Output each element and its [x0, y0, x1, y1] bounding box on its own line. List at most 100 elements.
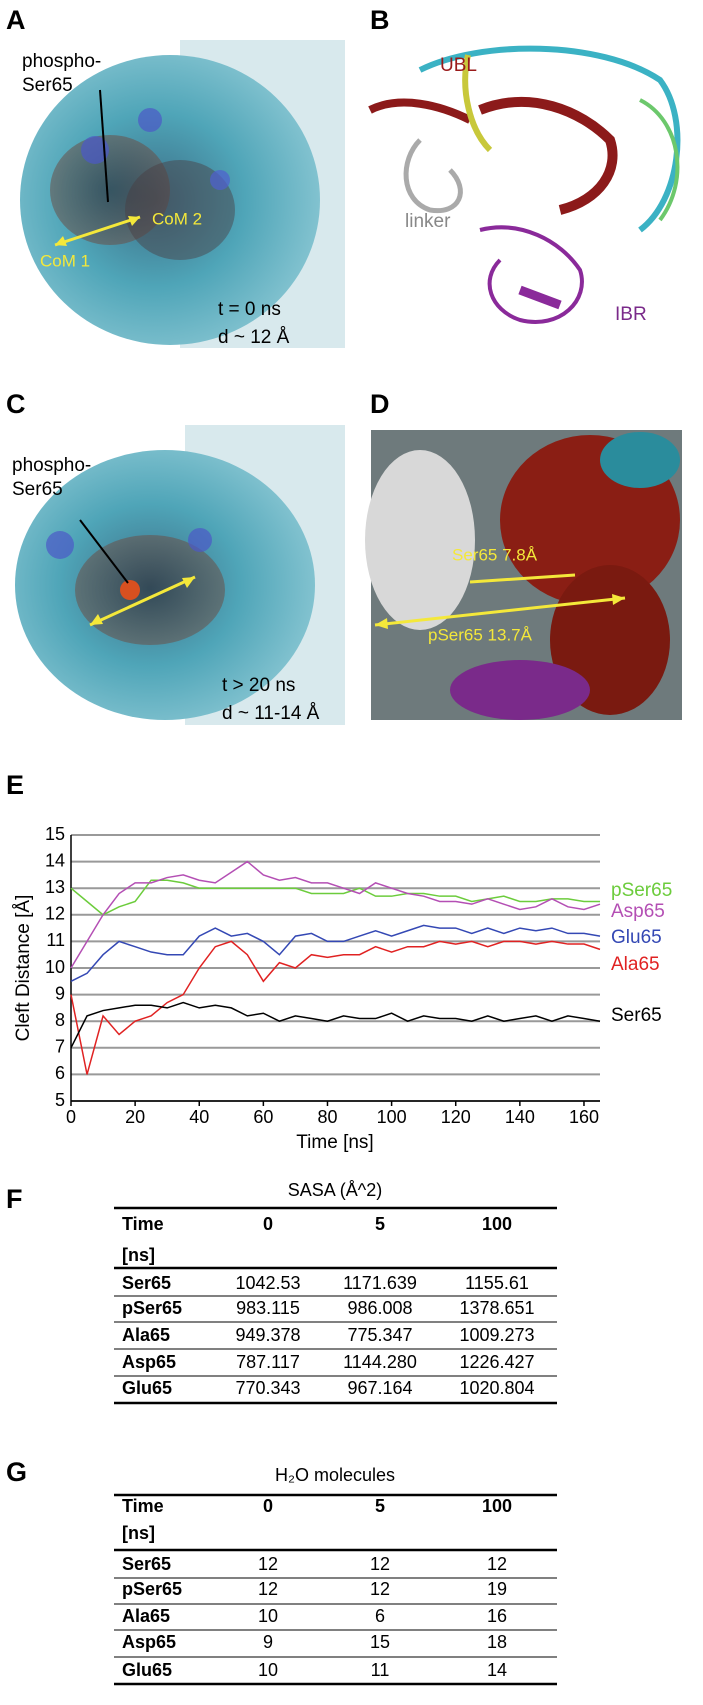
panel-label: A: [6, 5, 26, 35]
x-tick-label: 160: [569, 1107, 599, 1127]
legend-label: pSer65: [611, 880, 672, 901]
table-cell: 9: [263, 1632, 273, 1652]
table-header: 100: [482, 1214, 512, 1234]
annotation: Ser65: [22, 75, 73, 96]
table-header: [ns]: [122, 1245, 155, 1265]
table-cell: 770.343: [235, 1378, 300, 1398]
annotation: IBR: [615, 304, 647, 325]
panel-label: E: [6, 770, 24, 800]
row-label: Ala65: [122, 1606, 170, 1626]
x-tick-label: 120: [441, 1107, 471, 1127]
panel-label: D: [370, 389, 390, 419]
y-tick-label: 13: [45, 877, 65, 897]
panel-b-image: [368, 45, 681, 324]
y-tick-label: 9: [55, 983, 65, 1003]
table-cell: 16: [487, 1606, 507, 1626]
annotation: Ser65 7.8Å: [452, 545, 538, 564]
x-tick-label: 100: [377, 1107, 407, 1127]
row-label: Ala65: [122, 1325, 170, 1345]
row-label: Asp65: [122, 1632, 176, 1652]
row-label: Glu65: [122, 1660, 172, 1680]
table-cell: 775.347: [347, 1325, 412, 1345]
legend-label: Glu65: [611, 927, 662, 948]
table-cell: 1009.273: [459, 1325, 534, 1345]
annotation: CoM 1: [40, 251, 90, 270]
table-cell: 12: [370, 1579, 390, 1599]
table-cell: 14: [487, 1660, 507, 1680]
data-line: [70, 940, 601, 1075]
table-cell: 10: [258, 1606, 278, 1626]
y-axis-label: Cleft Distance [Å]: [13, 895, 34, 1042]
row-label: Ser65: [122, 1273, 171, 1293]
table-header: 5: [375, 1214, 385, 1234]
annotation: phospho-: [22, 51, 101, 72]
table-cell: 1020.804: [459, 1378, 534, 1398]
x-tick-label: 80: [317, 1107, 337, 1127]
annotation: d ~ 11-14 Å: [222, 703, 320, 724]
table-cell: 1378.651: [459, 1298, 534, 1318]
y-tick-label: 14: [45, 850, 65, 870]
table-cell: 1171.639: [343, 1273, 417, 1293]
x-axis-label: Time [ns]: [296, 1132, 373, 1153]
x-tick-label: 20: [125, 1107, 145, 1127]
row-label: pSer65: [122, 1579, 182, 1599]
panel-label: B: [370, 5, 390, 35]
table-cell: 1155.61: [465, 1273, 529, 1293]
table-cell: 19: [487, 1579, 507, 1599]
table-cell: 983.115: [236, 1298, 300, 1318]
y-tick-label: 5: [55, 1090, 65, 1110]
annotation: Ser65: [12, 479, 63, 500]
data-line: [70, 860, 601, 969]
table-cell: 10: [258, 1660, 278, 1680]
data-line: [70, 1001, 601, 1049]
table-cell: 787.117: [236, 1352, 300, 1372]
x-tick-label: 60: [253, 1107, 273, 1127]
y-tick-label: 8: [55, 1010, 65, 1030]
table-cell: 12: [487, 1554, 507, 1574]
data-line: [70, 924, 601, 982]
panel-d-image: [365, 430, 682, 720]
row-label: Asp65: [122, 1352, 176, 1372]
table-header: Time: [122, 1496, 164, 1516]
x-tick-label: 0: [66, 1107, 76, 1127]
annotation: d ~ 12 Å: [218, 327, 290, 348]
annotation: pSer65 13.7Å: [428, 625, 533, 644]
table-cell: 1042.53: [235, 1273, 300, 1293]
table-header: 100: [482, 1496, 512, 1516]
panel-label: F: [6, 1184, 23, 1214]
panel-a-image: [20, 40, 345, 348]
table-title: H₂O molecules: [275, 1465, 395, 1485]
panel-label: C: [6, 389, 26, 419]
table-cell: 12: [258, 1579, 278, 1599]
y-tick-label: 7: [55, 1037, 65, 1057]
annotation: linker: [405, 211, 451, 232]
annotation: UBL: [440, 55, 477, 76]
table-cell: 1226.427: [459, 1352, 534, 1372]
x-tick-label: 140: [505, 1107, 535, 1127]
annotation: phospho-: [12, 455, 91, 476]
table-cell: 1144.280: [343, 1352, 417, 1372]
annotation: t = 0 ns: [218, 299, 281, 320]
table-header: 0: [263, 1496, 273, 1516]
table-cell: 967.164: [347, 1378, 412, 1398]
table-cell: 949.378: [235, 1325, 300, 1345]
y-tick-label: 12: [45, 904, 65, 924]
table-header: [ns]: [122, 1523, 155, 1543]
table-header: 5: [375, 1496, 385, 1516]
table-cell: 18: [487, 1632, 507, 1652]
table-cell: 11: [371, 1660, 390, 1680]
table-cell: 986.008: [347, 1298, 412, 1318]
table-cell: 12: [258, 1554, 278, 1574]
table-cell: 6: [375, 1606, 385, 1626]
annotation: t > 20 ns: [222, 675, 295, 696]
x-tick-label: 40: [189, 1107, 209, 1127]
row-label: Ser65: [122, 1554, 171, 1574]
table-cell: 12: [370, 1554, 390, 1574]
panel-c-image: [15, 425, 345, 725]
y-tick-label: 10: [45, 957, 65, 977]
y-tick-label: 11: [46, 930, 65, 950]
table-title: SASA (Å^2): [288, 1180, 382, 1200]
legend-label: Asp65: [611, 901, 665, 922]
